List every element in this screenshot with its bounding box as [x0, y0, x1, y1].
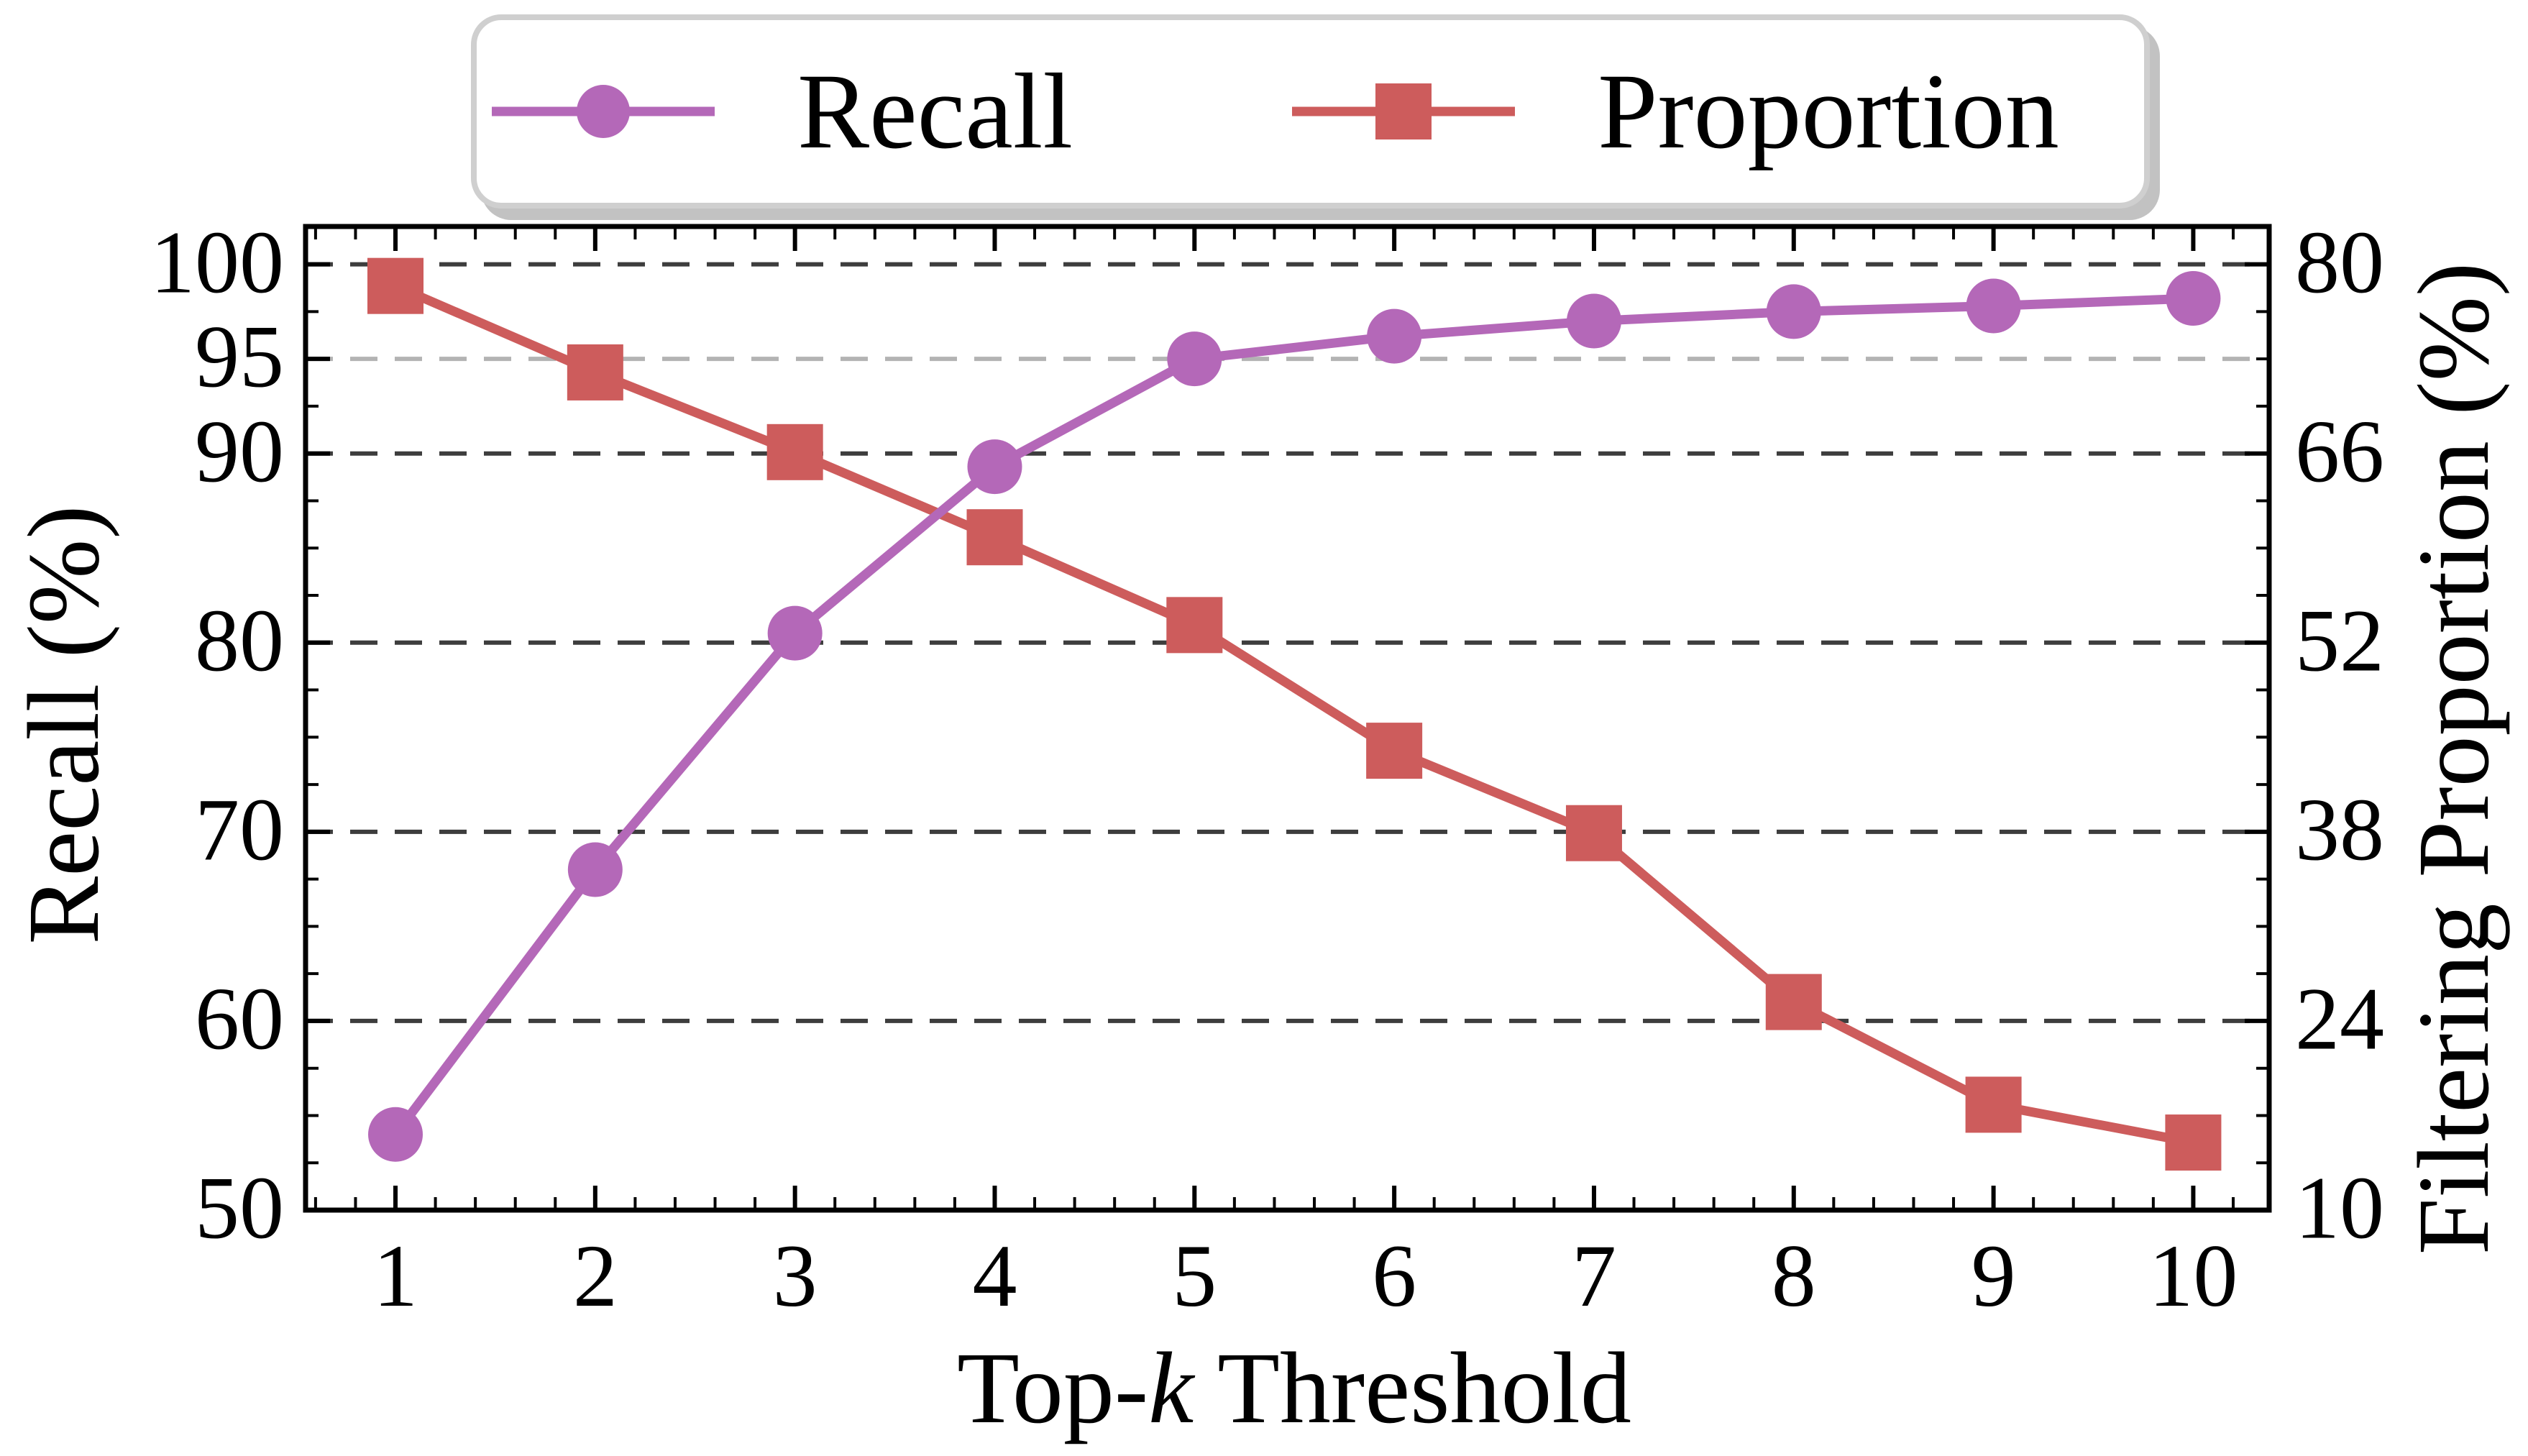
left-tick-label-60: 60: [195, 969, 284, 1068]
x-axis-title-suffix: Threshold: [1194, 1331, 1631, 1444]
recall-marker: [1367, 308, 1422, 364]
left-tick-label-80: 80: [195, 591, 284, 690]
right-tick-label-38: 38: [2295, 780, 2384, 879]
legend-item-proportion: Proportion: [1288, 58, 2059, 165]
proportion-marker: [2165, 1114, 2222, 1171]
proportion-marker: [1565, 805, 1622, 861]
left-tick-label-95: 95: [195, 307, 284, 406]
legend-label-recall: Recall: [797, 52, 1073, 171]
recall-line-circle-icon: [492, 85, 715, 138]
left-tick-label-50: 50: [195, 1158, 284, 1258]
x-tick-label-10: 10: [2148, 1227, 2238, 1325]
left-tick-label-70: 70: [195, 780, 284, 879]
x-axis-title-k: k: [1148, 1331, 1194, 1444]
x-tick-label-9: 9: [1971, 1227, 2016, 1325]
proportion-marker: [966, 509, 1023, 566]
x-axis-title: Top-k Threshold: [957, 1337, 1631, 1439]
proportion-marker: [1765, 974, 1822, 1030]
x-tick-label-1: 1: [373, 1227, 418, 1325]
recall-marker: [2166, 270, 2221, 326]
proportion-line-square-icon: [1292, 83, 1516, 139]
proportion-marker: [1965, 1076, 2022, 1133]
right-tick-label-80: 80: [2295, 213, 2384, 312]
proportion-marker: [1166, 597, 1223, 654]
right-axis-title: Filtering Proportion (%): [2396, 262, 2510, 1255]
x-tick-label-4: 4: [972, 1227, 1017, 1325]
recall-marker: [567, 842, 623, 897]
axes-spines: [303, 224, 2272, 1213]
legend-item-recall: Recall: [488, 58, 1073, 165]
legend-label-proportion: Proportion: [1598, 52, 2059, 171]
recall-marker: [1566, 293, 1621, 349]
x-tick-label-5: 5: [1172, 1227, 1217, 1325]
right-tick-label-10: 10: [2295, 1158, 2384, 1258]
recall-marker: [967, 439, 1022, 495]
legend: Recall Proportion: [471, 14, 2150, 209]
left-tick-label-100: 100: [150, 213, 284, 312]
x-tick-label-3: 3: [772, 1227, 818, 1325]
proportion-marker: [766, 423, 823, 480]
recall-marker: [767, 605, 823, 661]
left-axis-title: Recall (%): [6, 505, 120, 945]
recall-marker: [1966, 278, 2021, 334]
recall-line: [391, 293, 2194, 1137]
proportion-line: [393, 281, 2194, 1148]
right-tick-label-66: 66: [2295, 402, 2384, 501]
recall-marker: [1167, 331, 1222, 387]
x-tick-label-8: 8: [1771, 1227, 1816, 1325]
left-tick-label-90: 90: [195, 402, 284, 501]
proportion-marker: [1366, 723, 1423, 779]
x-tick-label-7: 7: [1571, 1227, 1616, 1325]
x-axis-title-prefix: Top-: [957, 1331, 1149, 1444]
x-tick-label-6: 6: [1372, 1227, 1417, 1325]
right-tick-label-24: 24: [2295, 969, 2384, 1068]
right-tick-label-52: 52: [2295, 591, 2384, 690]
proportion-marker: [367, 257, 424, 314]
recall-marker: [368, 1107, 423, 1162]
recall-marker: [1766, 284, 1821, 339]
x-tick-label-2: 2: [572, 1227, 618, 1325]
proportion-marker: [567, 344, 623, 400]
